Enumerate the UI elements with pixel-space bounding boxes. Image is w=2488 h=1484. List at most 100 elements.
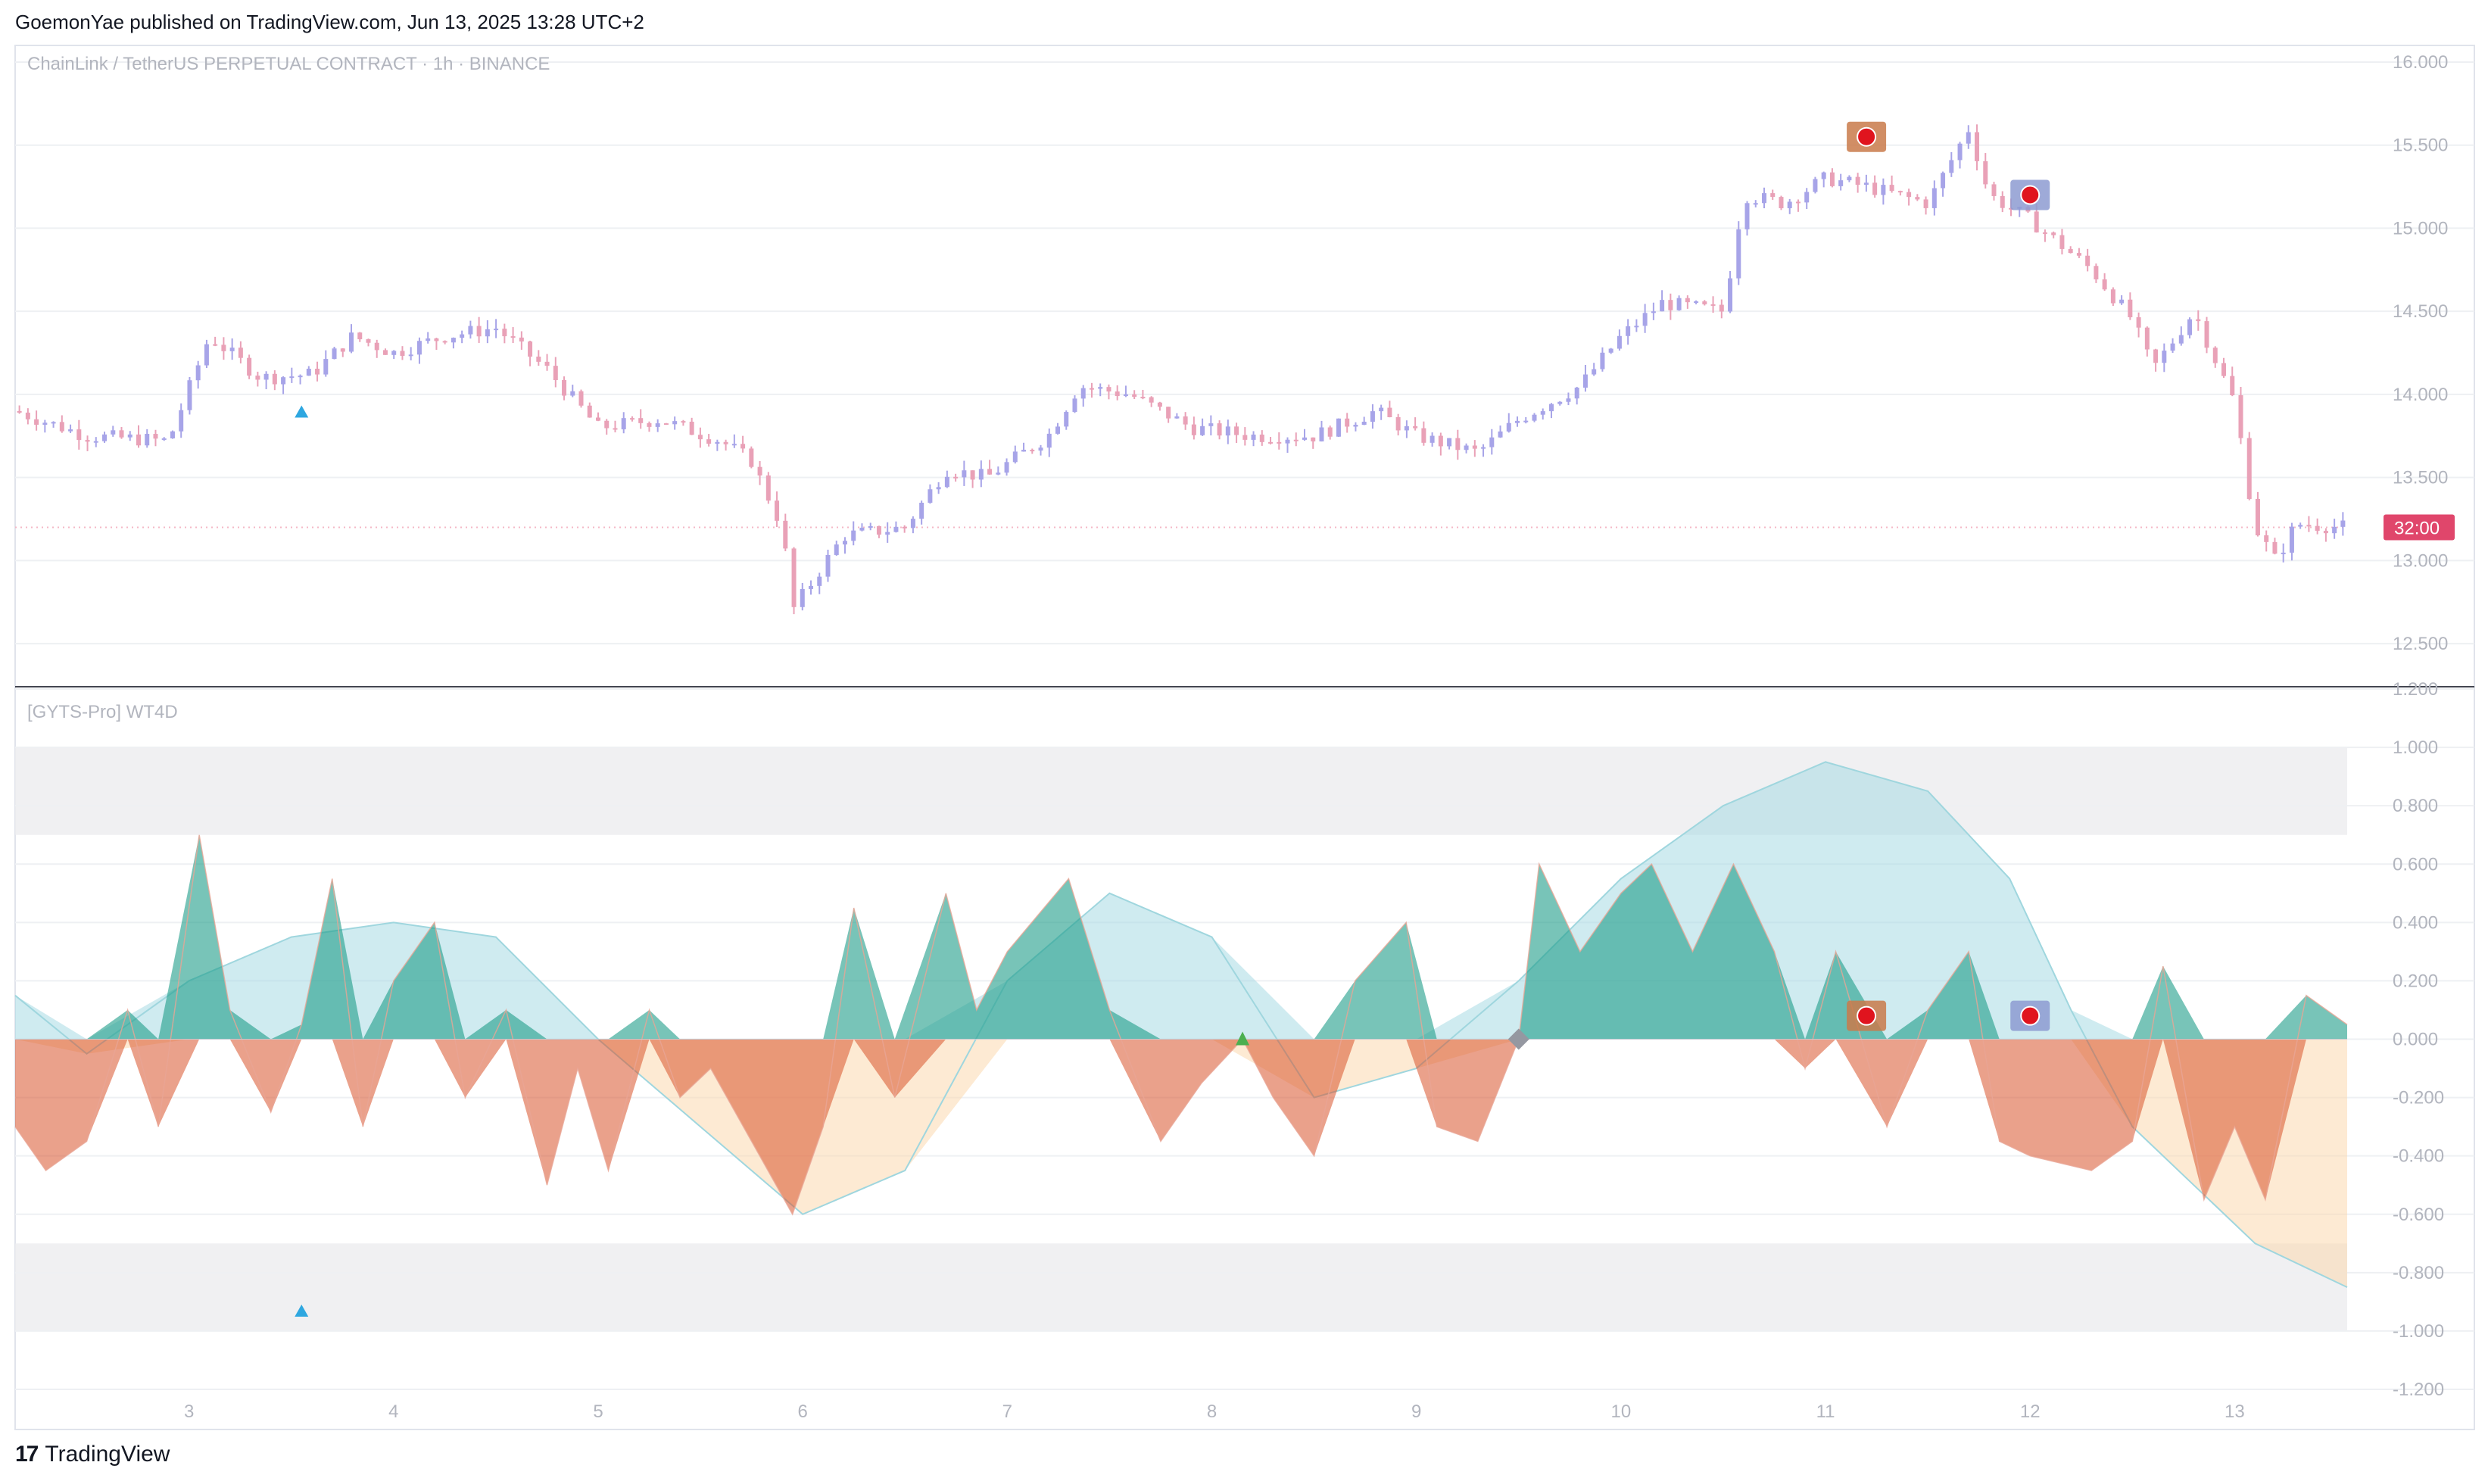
candle-body bbox=[553, 366, 558, 380]
candle-body bbox=[1975, 132, 1980, 161]
candle-body bbox=[1030, 450, 1035, 452]
price-tick-label: 13.000 bbox=[2393, 550, 2448, 571]
candle-body bbox=[1915, 197, 1920, 200]
time-tick-label: 12 bbox=[2020, 1401, 2041, 1422]
candle-body bbox=[1881, 185, 1886, 195]
candle-body bbox=[2162, 351, 2167, 363]
candle-body bbox=[519, 337, 524, 341]
price-signals[interactable] bbox=[295, 121, 2050, 418]
candle-body bbox=[2144, 327, 2150, 350]
candle-body bbox=[1872, 182, 1878, 195]
footer-brand: TradingView bbox=[45, 1442, 170, 1467]
candle-body bbox=[672, 421, 678, 425]
candle-body bbox=[1540, 411, 1545, 415]
candle-body bbox=[2187, 319, 2193, 335]
candle-body bbox=[987, 469, 993, 475]
candle-body bbox=[366, 339, 371, 343]
oscillator-tick-label: 0.800 bbox=[2393, 796, 2438, 816]
candle-body bbox=[1897, 191, 1903, 193]
candle-body bbox=[1941, 173, 1946, 189]
candle-body bbox=[1923, 199, 1928, 208]
candle-body bbox=[1277, 441, 1282, 444]
candle-body bbox=[442, 341, 447, 343]
candle-body bbox=[1795, 201, 1801, 204]
candle-body bbox=[1779, 197, 1784, 209]
oscillator-pane[interactable]: 1.200 1.000 0.800 0.600 0.400 0.200 0.000 -0.20… bbox=[14, 679, 2474, 1400]
candle-body bbox=[663, 423, 669, 426]
time-axis: 3 4 5 6 7 8 9 10 11 12 13 bbox=[184, 1401, 2245, 1422]
alert-dot-icon bbox=[2020, 1005, 2041, 1026]
chart-border bbox=[14, 45, 2475, 1430]
candle-body bbox=[2238, 395, 2243, 438]
candle-body bbox=[2136, 317, 2141, 328]
candle-body bbox=[715, 441, 720, 444]
oscillator-axis: 1.200 1.000 0.800 0.600 0.400 0.200 0.000 -0.20… bbox=[2393, 679, 2444, 1400]
oscillator-tick-label: 0.000 bbox=[2393, 1030, 2438, 1050]
candle-body bbox=[272, 373, 277, 385]
candle-body bbox=[247, 357, 252, 376]
candle-body bbox=[2221, 363, 2227, 376]
candle-body bbox=[2315, 525, 2320, 532]
candle-body bbox=[1004, 462, 1009, 473]
candle-body bbox=[2196, 319, 2201, 322]
candle-body bbox=[817, 576, 822, 586]
candle-body bbox=[1285, 439, 1290, 444]
candle-body bbox=[340, 348, 345, 352]
extreme-zone-band bbox=[15, 747, 2347, 835]
candle-body bbox=[434, 338, 439, 341]
candle-body bbox=[1532, 414, 1537, 421]
candle-body bbox=[170, 431, 175, 438]
candle-body bbox=[2281, 552, 2286, 554]
candle-body bbox=[1370, 411, 1375, 422]
candle-body bbox=[1080, 388, 1086, 399]
oscillator-tick-label: -1.000 bbox=[2393, 1321, 2444, 1342]
candle-body bbox=[1651, 311, 1656, 313]
candle-body bbox=[1719, 304, 1724, 312]
candle-body bbox=[1702, 301, 1707, 304]
candle-body bbox=[613, 428, 618, 430]
time-tick-label: 11 bbox=[1816, 1401, 1835, 1422]
candle-body bbox=[749, 448, 754, 467]
candle-body bbox=[1021, 450, 1027, 452]
candle-body bbox=[51, 422, 56, 424]
candle-body bbox=[1200, 426, 1205, 435]
candle-body bbox=[1464, 445, 1469, 450]
candle-body bbox=[1762, 193, 1766, 204]
candle-body bbox=[876, 525, 881, 535]
price-tick-label: 14.500 bbox=[2393, 301, 2448, 322]
candle-body bbox=[681, 421, 686, 423]
candle-body bbox=[102, 434, 108, 441]
price-pane[interactable]: 16.000 15.500 15.000 14.500 14.000 13.500 13.0… bbox=[15, 52, 2474, 654]
candle-body bbox=[902, 526, 907, 528]
candle-body bbox=[1379, 407, 1384, 412]
candle-body bbox=[1634, 326, 1639, 328]
price-tick-label: 14.000 bbox=[2393, 385, 2448, 405]
candle-body bbox=[544, 361, 550, 366]
candle-body bbox=[604, 420, 610, 429]
candle-body bbox=[800, 588, 805, 607]
fast-wave-line bbox=[14, 834, 2348, 1216]
candle-body bbox=[2094, 266, 2099, 279]
candle-body bbox=[2110, 289, 2115, 304]
candle-body bbox=[1821, 172, 1826, 179]
candle-body bbox=[1106, 387, 1111, 392]
candle-body bbox=[1515, 420, 1520, 423]
oscillator-signals[interactable] bbox=[295, 1000, 2050, 1317]
candle-body bbox=[34, 419, 39, 425]
candle-body bbox=[1327, 427, 1333, 437]
alert-dot-icon bbox=[2020, 185, 2041, 205]
candle-body bbox=[570, 391, 575, 396]
candle-body bbox=[451, 338, 456, 343]
candle-body bbox=[1395, 416, 1401, 431]
candle-body bbox=[2264, 535, 2269, 542]
candle-body bbox=[1736, 229, 1741, 279]
current-price-tag-label: 32:00 bbox=[2394, 518, 2440, 538]
alert-dot-icon bbox=[1857, 126, 1877, 147]
oscillator-tick-label: 1.200 bbox=[2393, 679, 2438, 700]
candle-body bbox=[842, 541, 847, 545]
candle-body bbox=[1907, 192, 1912, 198]
candle-body bbox=[2272, 541, 2278, 554]
candle-body bbox=[765, 475, 771, 501]
tradingview-logo-icon: 17 bbox=[15, 1442, 39, 1467]
